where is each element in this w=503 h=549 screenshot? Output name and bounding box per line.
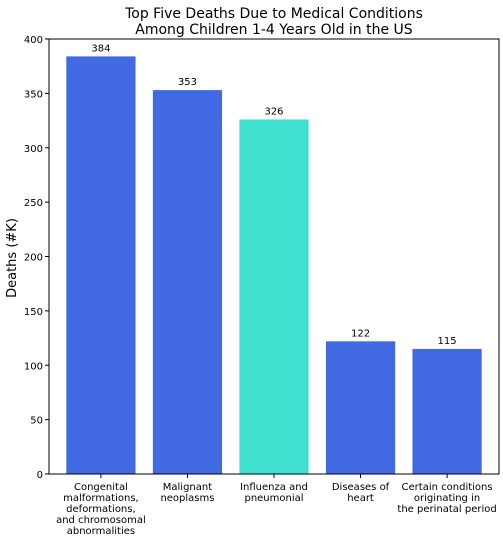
x-tick-label: abnormalities	[67, 526, 135, 537]
bar	[239, 119, 309, 474]
chart-title-line: Among Children 1-4 Years Old in the US	[135, 22, 413, 38]
x-axis: Congenitalmalformations,deformations,and…	[56, 474, 497, 537]
x-tick-label: the perinatal period	[397, 504, 496, 515]
data-label: 115	[438, 336, 457, 347]
bars: 384 353 326 122 115	[66, 43, 482, 475]
x-tick-label: pneumonial	[244, 493, 303, 504]
x-tick-label: Influenza and	[240, 482, 308, 493]
x-tick-label: Congenital	[74, 482, 128, 493]
chart-title: Top Five Deaths Due to Medical Condition…	[124, 6, 423, 38]
data-label: 122	[351, 328, 370, 339]
x-tick-label: Certain conditions	[402, 482, 493, 493]
y-tick-label: 200	[24, 253, 43, 264]
y-tick-label: 0	[37, 470, 43, 481]
x-tick-label: malformations,	[63, 493, 139, 504]
x-tick-label: neoplasms	[160, 493, 214, 504]
y-tick-label: 100	[24, 361, 43, 372]
bar	[325, 341, 396, 474]
y-tick-label: 300	[24, 144, 43, 155]
x-tick-label: Malignant	[163, 482, 212, 493]
y-tick-label: 50	[30, 416, 43, 427]
bar	[66, 56, 136, 475]
x-tick-label: and chromosomal	[56, 515, 146, 526]
y-tick-label: 150	[24, 307, 43, 318]
x-tick-label: Diseases of	[332, 482, 390, 493]
bar	[152, 90, 223, 475]
y-axis-label: Deaths (#K)	[5, 218, 20, 298]
x-tick-label: originating in	[414, 493, 480, 504]
chart-title-line: Top Five Deaths Due to Medical Condition…	[124, 6, 423, 22]
data-label: 384	[91, 43, 110, 54]
plot-frame	[48, 38, 500, 475]
data-label: 326	[264, 106, 283, 117]
x-tick-label: deformations,	[66, 504, 136, 515]
y-tick-label: 400	[24, 35, 43, 46]
x-tick-label: heart	[347, 493, 374, 504]
y-tick-label: 350	[24, 89, 43, 100]
y-axis: 0 50 100 150 200 250 300 350 400	[24, 35, 49, 481]
y-tick-label: 250	[24, 198, 43, 209]
bar	[412, 348, 482, 474]
data-label: 353	[178, 77, 197, 88]
